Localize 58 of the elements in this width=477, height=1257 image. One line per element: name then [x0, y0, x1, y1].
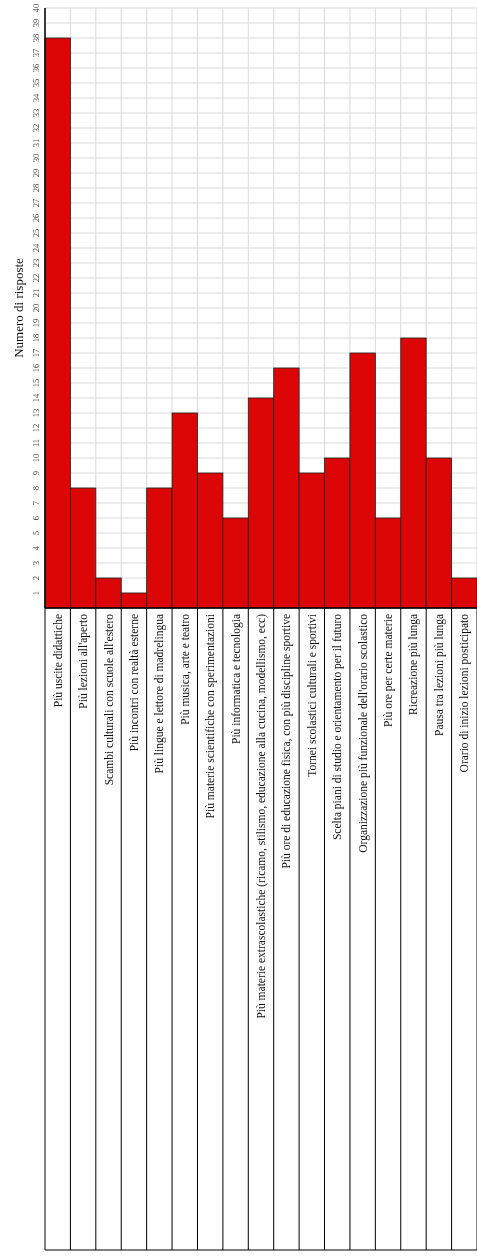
y-tick-label: 2	[31, 575, 41, 581]
y-tick-label: 6	[31, 515, 41, 521]
x-tick-label: Organizzazione più funzionale dell'orario scolastico	[356, 613, 370, 853]
y-tick-label: 17	[31, 348, 41, 358]
y-tick-label: 28	[31, 183, 41, 193]
y-tick-label: 20	[31, 303, 41, 313]
x-tick-label: Più ore per certe materie	[382, 614, 396, 728]
y-tick-label: 7	[31, 500, 41, 506]
y-tick-label: 21	[31, 288, 41, 298]
x-tick-label: Più musica, arte e teatro	[178, 613, 192, 725]
y-tick-label: 31	[31, 138, 41, 148]
x-tick-label: Più ore di educazione fisica, con più discipline sportive	[280, 614, 294, 869]
y-tick-label: 27	[31, 198, 41, 208]
y-tick-label: 29	[31, 168, 41, 178]
y-tick-label: 37	[31, 48, 41, 58]
y-tick-label: 12	[31, 423, 41, 433]
x-tick-label: Più materie scientifiche con sperimentazioni	[204, 614, 218, 819]
y-tick-label: 38	[31, 33, 41, 43]
x-tick-label: Orario di inizio lezioni posticipato	[458, 613, 472, 773]
x-tick-label: Scambi culturali con scuole all'estero	[102, 613, 115, 786]
y-tick-label: 34	[31, 93, 41, 103]
x-tick-label: Scelta piani di studio e orientamento per il futuro	[331, 613, 345, 841]
y-tick-label: 36	[31, 63, 41, 73]
y-tick-label: 35	[31, 78, 41, 88]
y-axis-title: Numero di risposte	[10, 257, 26, 358]
y-tick-label: 39	[31, 18, 41, 28]
y-tick-label: 15	[31, 378, 41, 388]
y-tick-label: 3	[31, 560, 41, 566]
y-tick-label: 10	[31, 453, 41, 463]
y-tick-label: 33	[31, 108, 41, 118]
y-tick-label: 8	[31, 485, 41, 491]
y-tick-label: 16	[31, 363, 41, 373]
x-tick-label: Più uscite didattiche	[51, 614, 64, 708]
x-tick-label: Ricreazione più lunga	[407, 614, 421, 715]
y-tick-label: 18	[31, 333, 41, 343]
x-tick-label: Più lezioni all'aperto	[77, 613, 91, 709]
x-tick-label: Più incontri con realtà esterne	[127, 614, 140, 752]
y-tick-label: 32	[31, 123, 41, 133]
x-tick-label: Pausa tra lezioni più lunga	[432, 614, 446, 736]
y-tick-label: 26	[31, 213, 41, 223]
y-tick-label: 40	[31, 3, 41, 13]
y-tick-label: 30	[31, 153, 41, 163]
y-tick-label: 9	[31, 470, 41, 476]
x-tick-label: Più lingue e lettore di madrelingua	[153, 614, 167, 774]
y-tick-label: 5	[31, 530, 41, 536]
y-tick-label: 19	[31, 318, 41, 328]
x-tick-label: Tornei scolastici culturali e sportivi	[305, 614, 319, 777]
y-tick-label: 22	[31, 273, 41, 283]
y-tick-label: 24	[31, 243, 41, 253]
x-tick-label: Più materie extrascolastiche (ricamo, stilismo, educazione alla cucina, modellismo, ecc)	[255, 613, 268, 1019]
x-tick-label: Più informatica e tecnologia	[229, 614, 243, 744]
y-tick-label: 25	[31, 228, 41, 238]
y-tick-label: 11	[31, 438, 41, 448]
y-tick-label: 13	[31, 408, 41, 418]
y-tick-label: 4	[31, 545, 41, 551]
y-tick-label: 14	[31, 393, 41, 403]
y-tick-label: 23	[31, 258, 41, 268]
y-tick-label: 1	[31, 590, 41, 596]
